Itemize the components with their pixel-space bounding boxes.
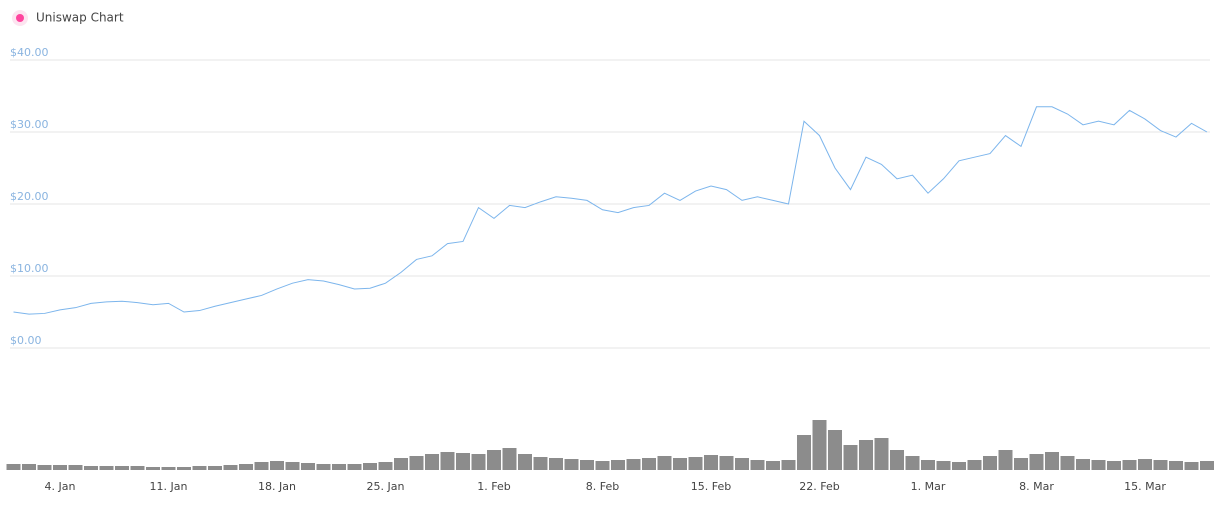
volume-bar — [549, 458, 563, 470]
volume-bar — [1122, 460, 1137, 470]
volume-bar — [797, 435, 811, 470]
volume-bar — [471, 454, 486, 470]
price-line — [13, 106, 1208, 315]
volume-bar — [1076, 459, 1090, 470]
y-tick-label: $20.00 — [10, 190, 49, 203]
volume-bar — [130, 466, 145, 470]
volume-bar — [859, 440, 873, 470]
volume-bar — [719, 456, 734, 470]
volume-bar — [1091, 460, 1106, 470]
volume-bar — [285, 462, 300, 470]
x-tick-label: 1. Mar — [911, 480, 946, 493]
x-tick-label: 15. Feb — [691, 480, 731, 493]
volume-bar — [874, 438, 889, 470]
volume-bar — [828, 430, 842, 470]
volume-bar — [936, 461, 951, 470]
y-tick-label: $0.00 — [10, 334, 42, 347]
volume-bar — [378, 462, 393, 470]
volume-bar — [843, 445, 858, 470]
volume-bar — [22, 464, 36, 470]
volume-bar — [409, 456, 424, 470]
volume-bar — [735, 458, 749, 470]
volume-bar — [564, 459, 579, 470]
volume-bar — [487, 450, 501, 470]
volume-bar — [316, 464, 331, 470]
volume-bar — [363, 463, 377, 470]
volume-bar — [115, 466, 129, 470]
volume-bar — [580, 460, 594, 470]
volume-bar — [983, 456, 997, 470]
volume-bar — [53, 465, 67, 470]
volume-bar — [37, 465, 52, 470]
volume-bar — [1060, 456, 1075, 470]
volume-bar — [239, 464, 253, 470]
y-tick-label: $10.00 — [10, 262, 49, 275]
volume-bar — [812, 420, 827, 470]
volume-bar — [905, 456, 920, 470]
volume-bar — [611, 460, 625, 470]
volume-bar — [1138, 459, 1152, 470]
logo-mark — [16, 14, 24, 22]
volume-bar — [595, 461, 610, 470]
volume-bar — [192, 466, 207, 470]
volume-bar — [998, 450, 1013, 470]
volume-bar — [1014, 458, 1028, 470]
volume-bar — [332, 464, 346, 470]
volume-bar — [394, 458, 408, 470]
chart-title: Uniswap Chart — [36, 11, 124, 25]
volume-bar — [425, 454, 439, 470]
volume-bar — [781, 460, 796, 470]
volume-bar — [921, 460, 935, 470]
volume-bar — [301, 463, 315, 470]
volume-bar — [456, 453, 470, 470]
volume-bar — [688, 457, 703, 470]
volume-bar — [533, 457, 548, 470]
volume-bar — [99, 466, 114, 470]
volume-bar — [704, 455, 718, 470]
volume-bar — [750, 460, 765, 470]
y-tick-label: $30.00 — [10, 118, 49, 131]
volume-bar — [440, 452, 455, 470]
volume-bar — [502, 448, 517, 470]
volume-bar — [952, 462, 966, 470]
volume-bar — [1107, 461, 1121, 470]
x-tick-label: 8. Mar — [1019, 480, 1054, 493]
volume-bar — [1045, 452, 1059, 470]
volume-bar — [967, 460, 982, 470]
x-tick-label: 25. Jan — [367, 480, 405, 493]
volume-bar — [84, 466, 98, 470]
volume-bar — [1153, 460, 1168, 470]
volume-bar — [223, 465, 238, 470]
volume-bar — [146, 467, 160, 470]
volume-bar — [673, 458, 687, 470]
volume-bar — [1184, 462, 1199, 470]
volume-bar — [518, 454, 532, 470]
volume-bar — [208, 466, 222, 470]
x-tick-label: 1. Feb — [477, 480, 510, 493]
x-tick-label: 18. Jan — [258, 480, 296, 493]
volume-bar — [890, 450, 904, 470]
x-tick-label: 8. Feb — [586, 480, 619, 493]
volume-bar — [642, 458, 656, 470]
volume-bar — [254, 462, 269, 470]
volume-bar — [6, 464, 21, 470]
x-tick-label: 22. Feb — [799, 480, 839, 493]
x-tick-label: 11. Jan — [150, 480, 188, 493]
x-tick-label: 4. Jan — [45, 480, 76, 493]
volume-bar — [347, 464, 362, 470]
volume-bar — [1200, 461, 1214, 470]
volume-bar — [177, 467, 191, 470]
volume-bar — [68, 465, 83, 470]
y-tick-label: $40.00 — [10, 46, 49, 59]
volume-bar — [657, 456, 672, 470]
x-tick-label: 15. Mar — [1124, 480, 1166, 493]
volume-bar — [766, 461, 780, 470]
volume-bar — [626, 459, 641, 470]
volume-bar — [270, 461, 284, 470]
volume-bar — [161, 467, 176, 470]
volume-bar — [1169, 461, 1183, 470]
volume-bar — [1029, 454, 1044, 470]
